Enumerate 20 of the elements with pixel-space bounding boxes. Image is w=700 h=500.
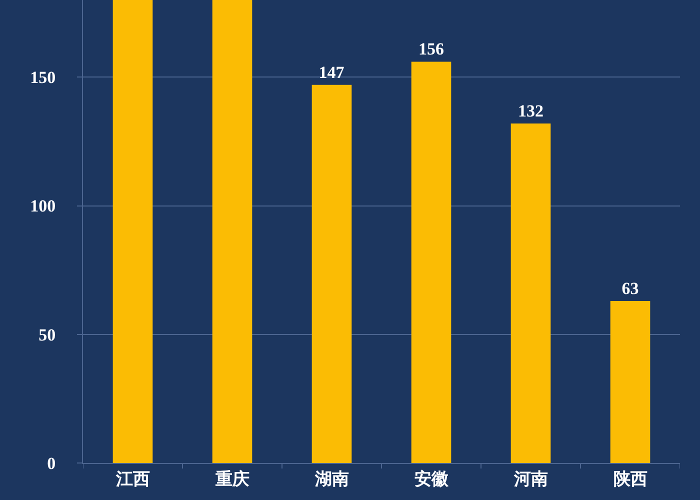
bar bbox=[510, 123, 551, 463]
data-label: 147 bbox=[318, 62, 345, 82]
x-tick-label: 重庆 bbox=[214, 469, 250, 488]
y-tick-label: 100 bbox=[30, 196, 56, 216]
y-tick-label: 50 bbox=[38, 325, 56, 344]
bar bbox=[112, 0, 153, 463]
data-label: 156 bbox=[418, 40, 444, 59]
x-tick-label: 湖南 bbox=[314, 469, 349, 488]
data-label: 63 bbox=[622, 278, 639, 298]
bar bbox=[610, 300, 650, 463]
x-tick-label: 陕西 bbox=[613, 469, 648, 488]
data-label: 132 bbox=[518, 101, 544, 120]
x-tick-label: 河南 bbox=[512, 469, 548, 488]
bar bbox=[312, 84, 352, 463]
x-tick-label: 江西 bbox=[114, 469, 150, 488]
y-tick-label: 0 bbox=[47, 454, 56, 473]
bar bbox=[212, 0, 252, 463]
y-tick-label: 150 bbox=[30, 68, 56, 88]
x-tick-label: 安徽 bbox=[414, 469, 450, 488]
bar bbox=[411, 62, 452, 463]
